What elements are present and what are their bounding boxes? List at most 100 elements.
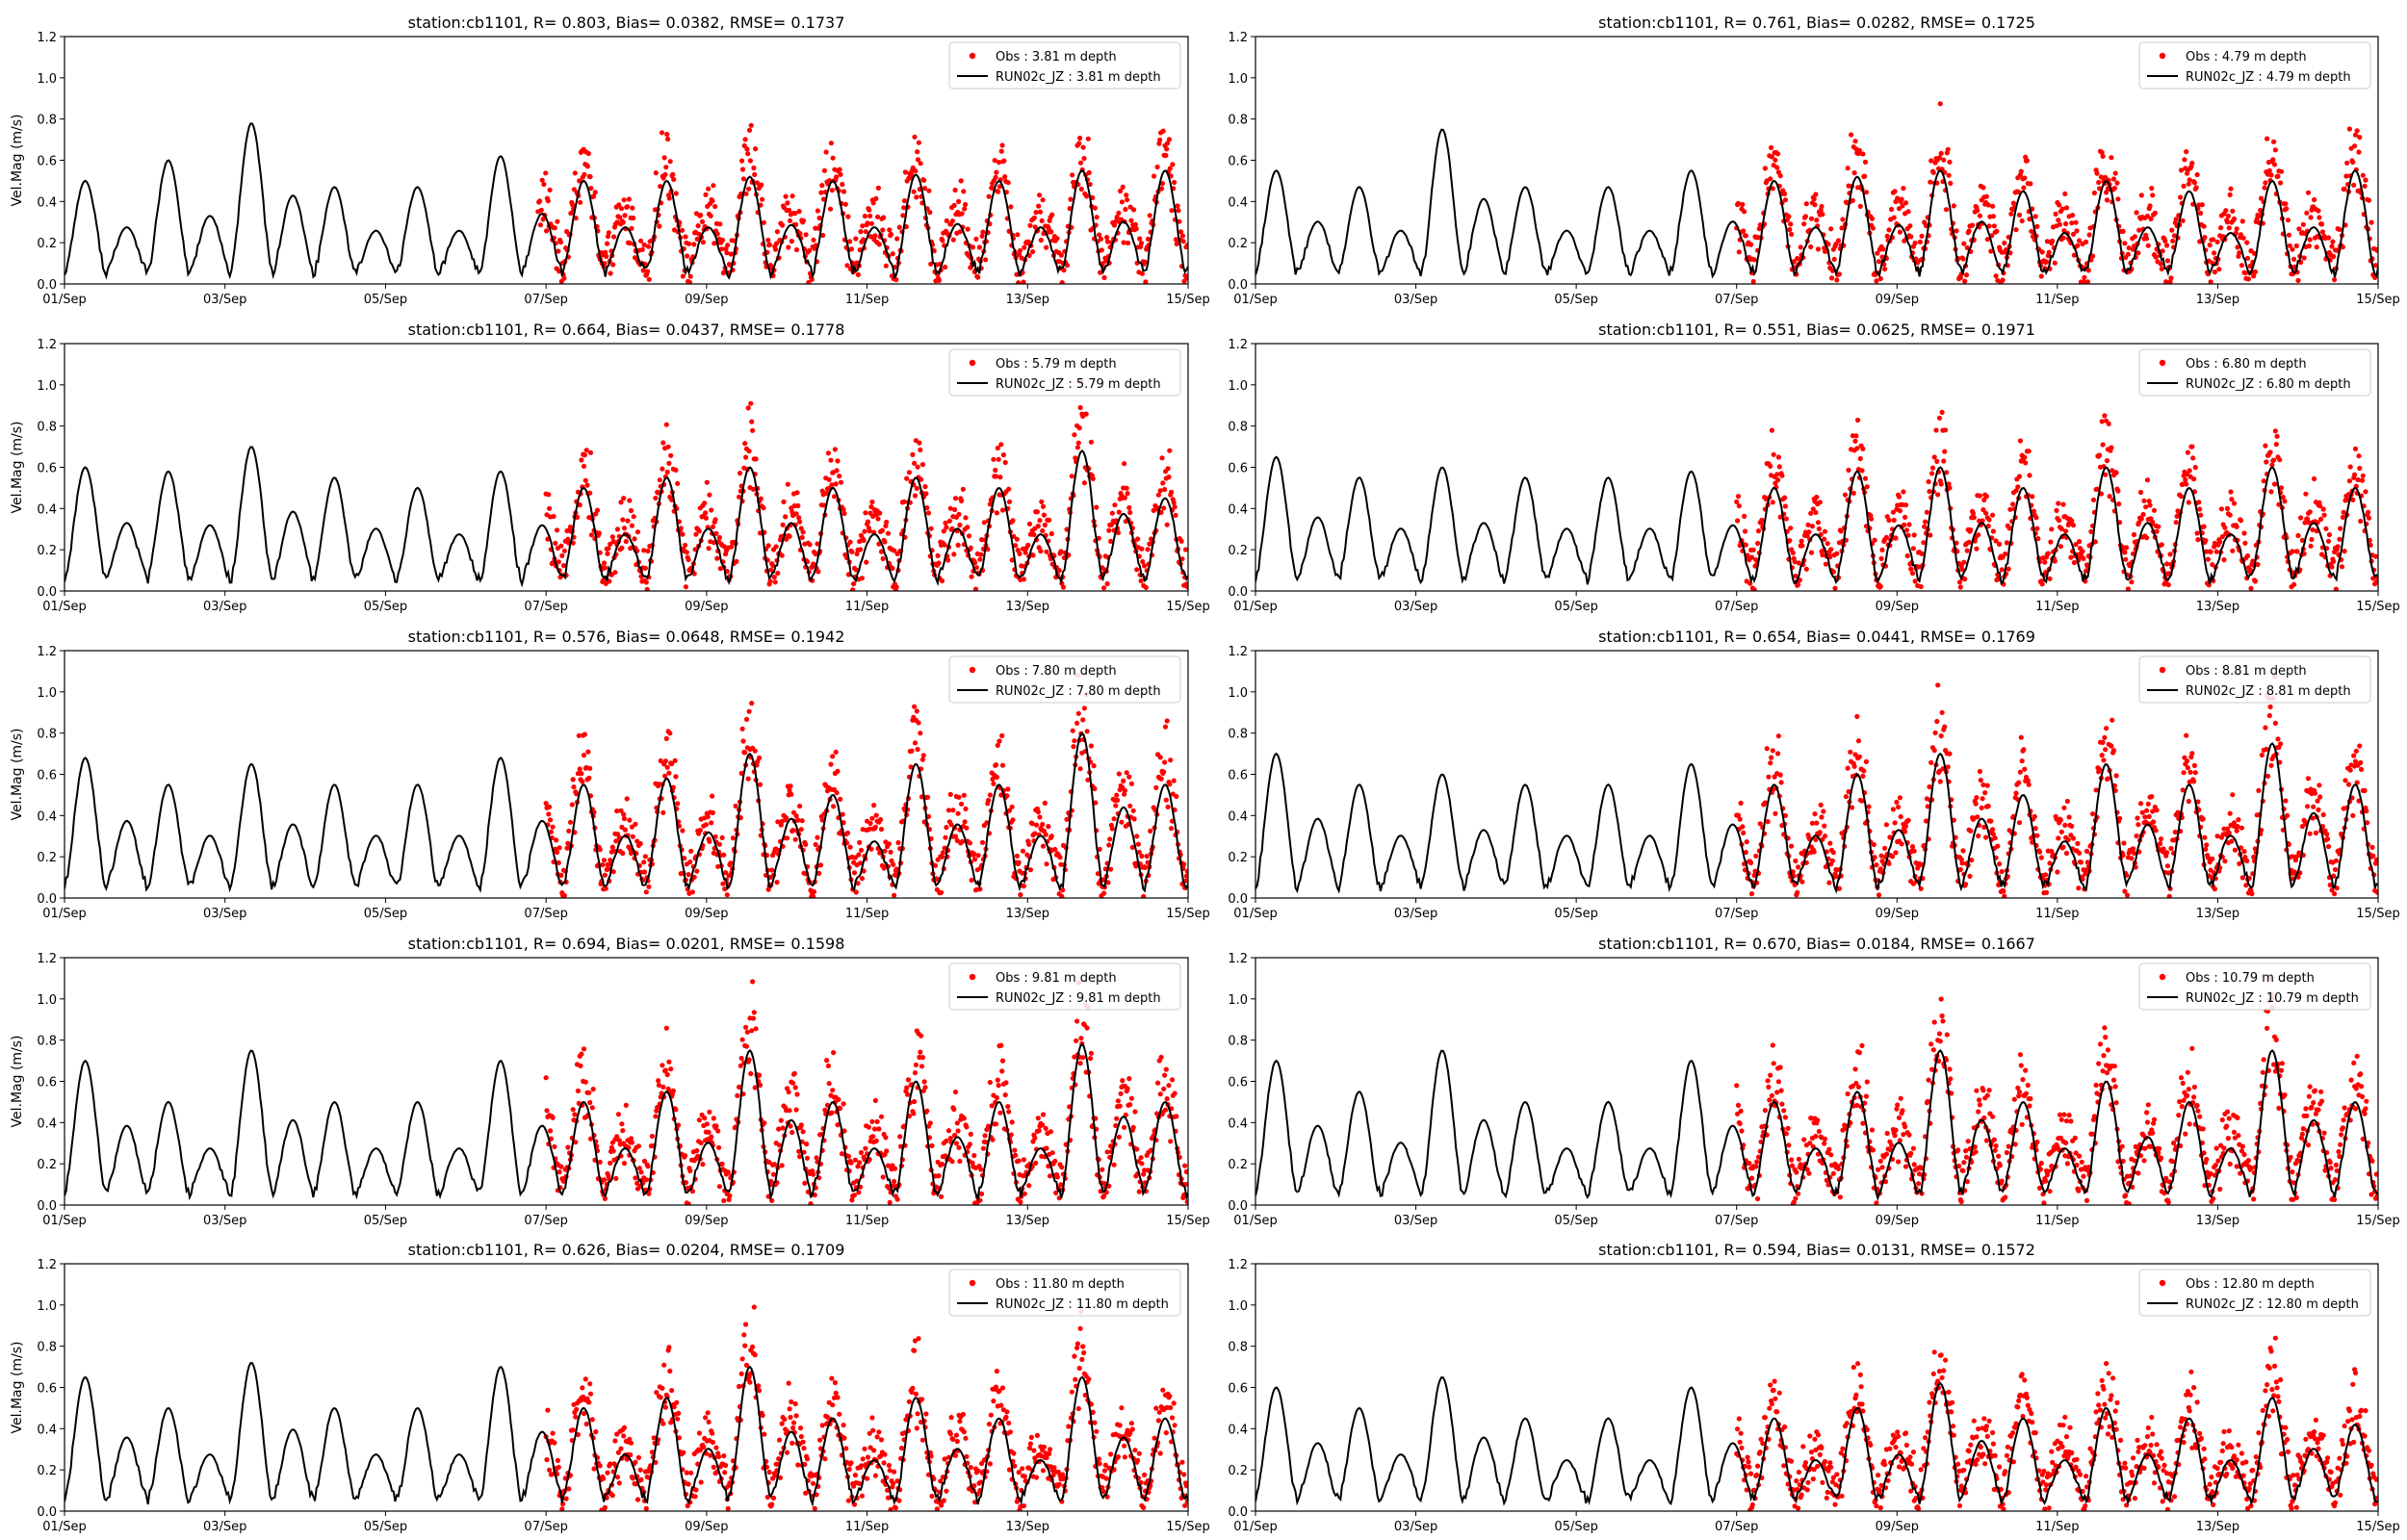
obs-point (1915, 260, 1921, 266)
obs-point (2263, 725, 2268, 731)
obs-point (1970, 510, 1976, 516)
obs-point (1946, 172, 1952, 178)
obs-point (2013, 488, 2019, 494)
obs-point (2172, 829, 2178, 835)
obs-point (600, 862, 606, 868)
obs-point (2291, 256, 2297, 262)
obs-point (823, 149, 829, 155)
obs-point (619, 1121, 625, 1127)
obs-point (1048, 530, 1054, 537)
y-tick-label: 0.8 (37, 114, 57, 128)
obs-point (1738, 800, 1744, 807)
obs-point (2100, 442, 2106, 448)
obs-point (2054, 507, 2059, 514)
obs-point (2065, 836, 2071, 843)
obs-point (1026, 521, 1033, 527)
legend-obs-label: Obs : 8.81 m depth (2186, 664, 2307, 679)
obs-point (724, 250, 730, 256)
obs-point (811, 893, 816, 898)
obs-point (660, 466, 665, 472)
obs-point (695, 223, 701, 229)
obs-point (916, 720, 921, 726)
obs-point (2324, 832, 2330, 837)
obs-point (2226, 225, 2232, 231)
obs-point (547, 505, 553, 511)
obs-point (759, 182, 764, 188)
obs-point (1893, 850, 1899, 856)
obs-point (603, 886, 608, 891)
subplot-title: station:cb1101, R= 0.803, Bias= 0.0382, … (408, 13, 845, 32)
subplot-5: station:cb1101, R= 0.576, Bias= 0.0648, … (10, 628, 1210, 921)
obs-point (1828, 275, 1835, 281)
obs-point (601, 560, 608, 566)
obs-point (773, 241, 780, 246)
obs-point (1827, 840, 1833, 846)
obs-point (884, 519, 890, 526)
obs-series (543, 379, 1188, 591)
obs-point (1902, 502, 1909, 508)
obs-point (1961, 241, 1967, 246)
obs-point (660, 809, 666, 815)
obs-point (2135, 822, 2141, 828)
obs-point (2105, 776, 2110, 782)
obs-point (867, 213, 873, 218)
obs-point (761, 219, 767, 225)
obs-point (2164, 243, 2170, 248)
obs-point (848, 246, 855, 252)
obs-point (1975, 208, 1980, 214)
obs-point (1158, 509, 1164, 515)
x-tick-label: 13/Sep (2196, 293, 2239, 307)
obs-point (1852, 438, 1858, 444)
obs-point (1990, 832, 1996, 837)
legend-obs-marker (969, 359, 976, 367)
obs-point (2316, 208, 2321, 214)
obs-point (2327, 882, 2333, 888)
obs-point (2006, 526, 2012, 531)
obs-point (2239, 875, 2245, 881)
obs-point (743, 454, 749, 460)
obs-point (2278, 485, 2285, 491)
obs-point (1779, 473, 1785, 478)
obs-point (767, 578, 773, 584)
obs-point (552, 225, 557, 231)
obs-point (663, 422, 669, 427)
obs-point (1902, 200, 1909, 206)
obs-point (924, 505, 930, 511)
obs-point (826, 476, 832, 482)
obs-point (2074, 228, 2080, 234)
x-tick-label: 01/Sep (42, 293, 86, 307)
obs-point (2306, 244, 2312, 249)
model-line (65, 446, 1188, 588)
x-tick-label: 05/Sep (1554, 907, 1597, 921)
obs-point (2271, 139, 2277, 144)
obs-point (2136, 520, 2142, 526)
obs-point (1014, 536, 1020, 542)
obs-point (996, 189, 1001, 194)
obs-point (1081, 156, 1087, 162)
obs-series (543, 979, 1188, 1205)
y-tick-label: 0.6 (37, 462, 57, 476)
obs-point (1832, 585, 1838, 591)
plot-area (1255, 101, 2378, 284)
obs-point (1928, 158, 1934, 164)
obs-point (1021, 884, 1026, 889)
obs-point (957, 522, 963, 528)
obs-point (691, 242, 697, 247)
obs-point (547, 187, 553, 192)
subplot-title: station:cb1101, R= 0.551, Bias= 0.0625, … (1598, 321, 2035, 339)
obs-point (968, 265, 973, 270)
obs-point (541, 181, 547, 188)
obs-point (2337, 536, 2342, 542)
obs-point (556, 1169, 562, 1175)
obs-point (2299, 537, 2305, 544)
obs-point (558, 1164, 564, 1169)
obs-point (2137, 801, 2144, 807)
obs-point (1059, 280, 1065, 284)
obs-point (1770, 500, 1775, 505)
obs-point (632, 536, 637, 542)
obs-point (680, 273, 686, 279)
obs-point (2305, 516, 2311, 522)
obs-point (765, 543, 771, 549)
obs-point (579, 1051, 584, 1057)
